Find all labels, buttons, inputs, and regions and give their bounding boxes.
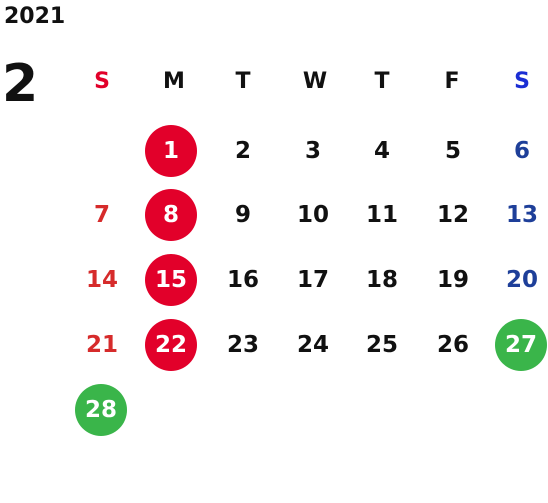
day-22[interactable]: 22 [145,319,197,371]
day-24[interactable]: 24 [296,332,329,358]
weekday-monday: M [163,68,185,94]
day-16[interactable]: 16 [226,267,259,293]
day-26[interactable]: 26 [436,332,469,358]
day-7[interactable]: 7 [93,202,110,228]
year-label: 2021 [4,4,66,29]
day-20[interactable]: 20 [505,267,538,293]
month-label: 2 [2,54,39,114]
day-21[interactable]: 21 [85,332,118,358]
day-3[interactable]: 3 [304,138,321,164]
day-8[interactable]: 8 [145,189,197,241]
day-10[interactable]: 10 [296,202,329,228]
weekday-sunday: S [94,68,110,94]
day-11[interactable]: 11 [365,202,398,228]
weekday-thursday: T [374,68,390,94]
day-15[interactable]: 15 [145,254,197,306]
day-25[interactable]: 25 [365,332,398,358]
day-13[interactable]: 13 [505,202,538,228]
day-27[interactable]: 27 [495,319,547,371]
day-1[interactable]: 1 [145,125,197,177]
day-18[interactable]: 18 [365,267,398,293]
day-9[interactable]: 9 [234,202,251,228]
day-2[interactable]: 2 [234,138,251,164]
day-23[interactable]: 23 [226,332,259,358]
weekday-saturday: S [514,68,530,94]
day-12[interactable]: 12 [436,202,469,228]
day-19[interactable]: 19 [436,267,469,293]
day-5[interactable]: 5 [444,138,461,164]
weekday-wednesday: W [302,68,328,94]
weekday-tuesday: T [235,68,251,94]
day-6[interactable]: 6 [513,138,530,164]
day-17[interactable]: 17 [296,267,329,293]
day-28[interactable]: 28 [75,384,127,436]
weekday-friday: F [444,68,460,94]
day-14[interactable]: 14 [85,267,118,293]
day-4[interactable]: 4 [373,138,390,164]
